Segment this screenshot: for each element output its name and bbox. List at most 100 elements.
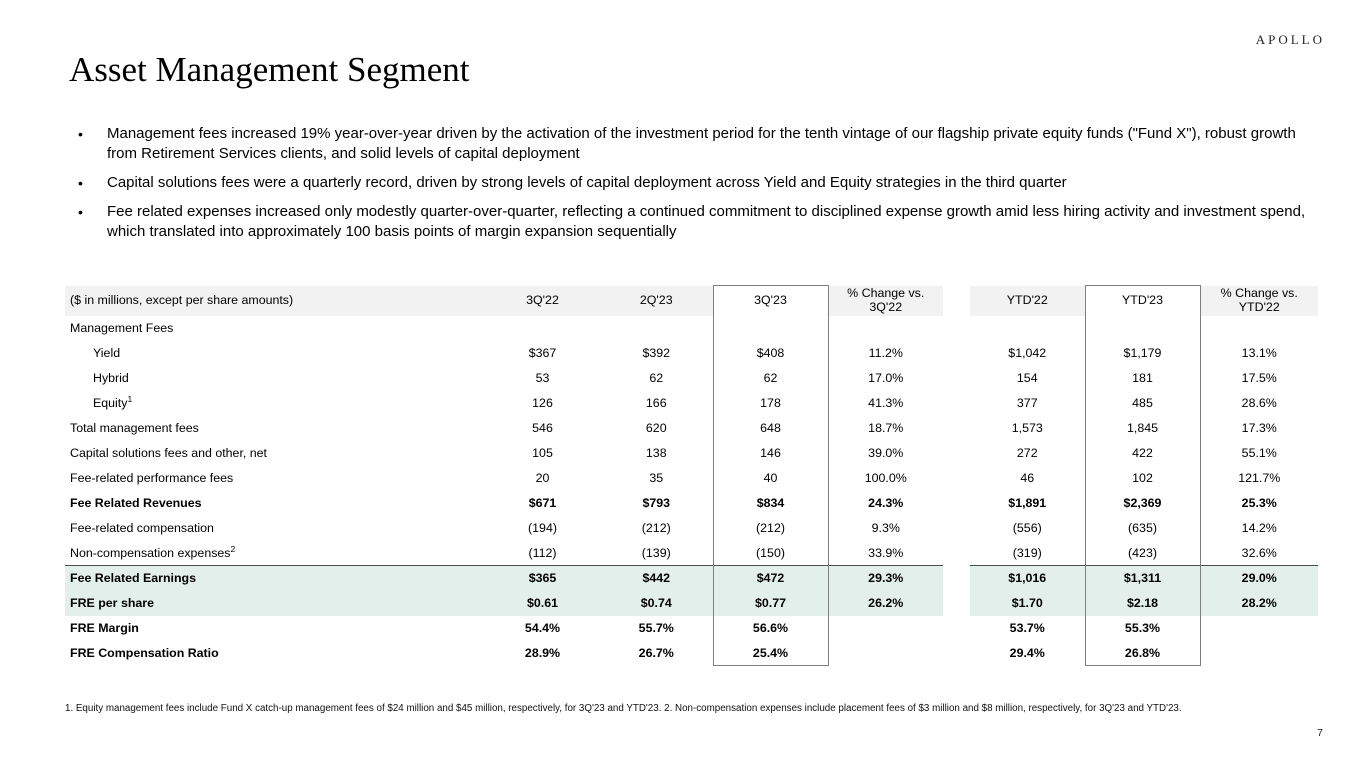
table-row: Non-compensation expenses2 (112) (139) (150…	[65, 540, 1318, 566]
table-cell: (139)	[641, 545, 671, 560]
table-cell: 24.3%	[868, 496, 904, 510]
table-cell	[712, 315, 829, 341]
column-header-ytd22: YTD'22	[970, 285, 1085, 316]
table-cell: (556)	[1012, 521, 1042, 535]
table-cell	[485, 316, 600, 341]
table-cell: $0.61	[485, 590, 600, 616]
column-gap	[943, 416, 970, 441]
table-cell: $671	[528, 496, 557, 510]
table-cell: 1,573	[1011, 421, 1043, 435]
table-cell: 55.7%	[638, 621, 674, 635]
table-cell: 29.4%	[1009, 646, 1045, 660]
table-cell	[1200, 641, 1318, 666]
table-cell: 28.2%	[1200, 590, 1318, 616]
table-cell: 154	[1016, 371, 1038, 385]
column-gap	[943, 441, 970, 466]
table-cell: 39.0%	[868, 446, 904, 460]
row-label: Fee-related performance fees	[70, 471, 234, 485]
page-number: 7	[1317, 727, 1323, 739]
table-cell: $442	[600, 565, 713, 591]
table-row: FRE Compensation Ratio 28.9% 26.7% 25.4% 29.…	[65, 640, 1318, 666]
table-cell: 32.6%	[1241, 545, 1277, 560]
table-row: Fee Related Earnings $365 $442 $472 29.3% $1,…	[65, 565, 1318, 591]
column-header-2q23: 2Q'23	[600, 285, 713, 316]
table-cell: 62	[649, 371, 664, 385]
column-gap	[943, 366, 970, 391]
row-label: FRE Margin	[70, 621, 139, 635]
table-cell	[970, 316, 1085, 341]
table-cell: $1,891	[1008, 496, 1047, 510]
column-gap	[943, 285, 970, 316]
table-cell: $2.18	[1084, 590, 1201, 616]
bullet-text: Capital solutions fees were a quarterly …	[107, 174, 1067, 191]
table-cell: 17.0%	[868, 371, 904, 385]
table-cell: 62	[712, 365, 829, 391]
table-cell	[1200, 316, 1318, 341]
table-row: Equity1 126 166 178 41.3% 377 485 28.6%	[65, 390, 1318, 416]
table-cell: 181	[1084, 365, 1201, 391]
page-title: Asset Management Segment	[69, 50, 470, 89]
column-header-3q23: 3Q'23	[712, 285, 829, 316]
table-cell: 53.7%	[1009, 621, 1045, 635]
table-cell: 146	[712, 440, 829, 466]
bullet-item: • Management fees increased 19% year-ove…	[78, 124, 1310, 164]
table-cell: 648	[712, 415, 829, 441]
table-cell	[828, 616, 943, 641]
table-cell: 18.7%	[868, 421, 904, 435]
row-label: Fee Related Earnings	[65, 565, 485, 591]
table-cell: (194)	[528, 521, 557, 535]
table-cell	[600, 316, 713, 341]
row-label: Capital solutions fees and other, net	[70, 446, 268, 460]
table-cell: 422	[1084, 440, 1201, 466]
column-header-pct-change-ytd: % Change vs. YTD'22	[1200, 285, 1318, 316]
table-cell: 20	[535, 471, 550, 485]
table-cell: 178	[712, 390, 829, 416]
table-cell: (212)	[712, 515, 829, 541]
column-gap	[943, 341, 970, 366]
row-label: Total management fees	[70, 421, 199, 435]
table-cell: 138	[645, 446, 667, 460]
table-cell: 9.3%	[871, 521, 900, 535]
table-cell: (150)	[712, 540, 829, 566]
table-cell: (319)	[1012, 545, 1042, 560]
table-row: Fee-related compensation (194) (212) (212) 9…	[65, 515, 1318, 541]
table-row: Total management fees 546 620 648 18.7% 1,573…	[65, 415, 1318, 441]
bullet-icon: •	[78, 175, 83, 191]
table-cell: (112)	[528, 545, 557, 560]
table-cell: 485	[1084, 390, 1201, 416]
table-cell: 25.3%	[1241, 496, 1277, 510]
column-gap	[943, 641, 970, 666]
footnote: 1. Equity management fees include Fund X…	[65, 703, 1182, 714]
table-row: Fee-related performance fees 20 35 40 100.0%…	[65, 465, 1318, 491]
table-cell: $793	[642, 496, 671, 510]
table-row: FRE Margin 54.4% 55.7% 56.6% 53.7% 55.3%	[65, 615, 1318, 641]
table-cell: 46	[1020, 471, 1035, 485]
row-label: Non-compensation expenses2	[70, 543, 236, 560]
table-cell: $1.70	[970, 590, 1085, 616]
table-cell: 13.1%	[1241, 346, 1277, 360]
table-cell: $365	[485, 565, 600, 591]
financial-table-container: ($ in millions, except per share amounts…	[65, 285, 1318, 666]
column-gap	[943, 466, 970, 491]
table-cell: 54.4%	[524, 621, 561, 635]
table-unit-label: ($ in millions, except per share amounts…	[65, 285, 485, 316]
table-cell: 14.2%	[1241, 521, 1277, 535]
row-label: FRE Compensation Ratio	[70, 646, 219, 660]
table-cell: $1,042	[1008, 346, 1047, 360]
table-row: Hybrid 53 62 62 17.0% 154 181 17.5%	[65, 365, 1318, 391]
bullet-text: Fee related expenses increased only mode…	[107, 203, 1306, 240]
table-cell: 620	[645, 421, 667, 435]
column-header-3q22: 3Q'22	[485, 285, 600, 316]
table-cell: 33.9%	[868, 545, 904, 560]
row-label: Management Fees	[70, 321, 174, 335]
table-cell: $367	[528, 346, 557, 360]
row-label: Fee-related compensation	[70, 521, 214, 535]
table-cell: 28.9%	[524, 646, 561, 660]
table-cell: 377	[1016, 396, 1038, 410]
table-row: FRE per share $0.61 $0.74 $0.77 26.2% $1.70 $2…	[65, 590, 1318, 616]
bullet-item: • Capital solutions fees were a quarterl…	[78, 173, 1310, 193]
table-cell: (423)	[1084, 540, 1201, 566]
table-cell: 272	[1016, 446, 1038, 460]
table-cell: $1,179	[1084, 340, 1201, 366]
bullet-icon: •	[78, 126, 83, 142]
